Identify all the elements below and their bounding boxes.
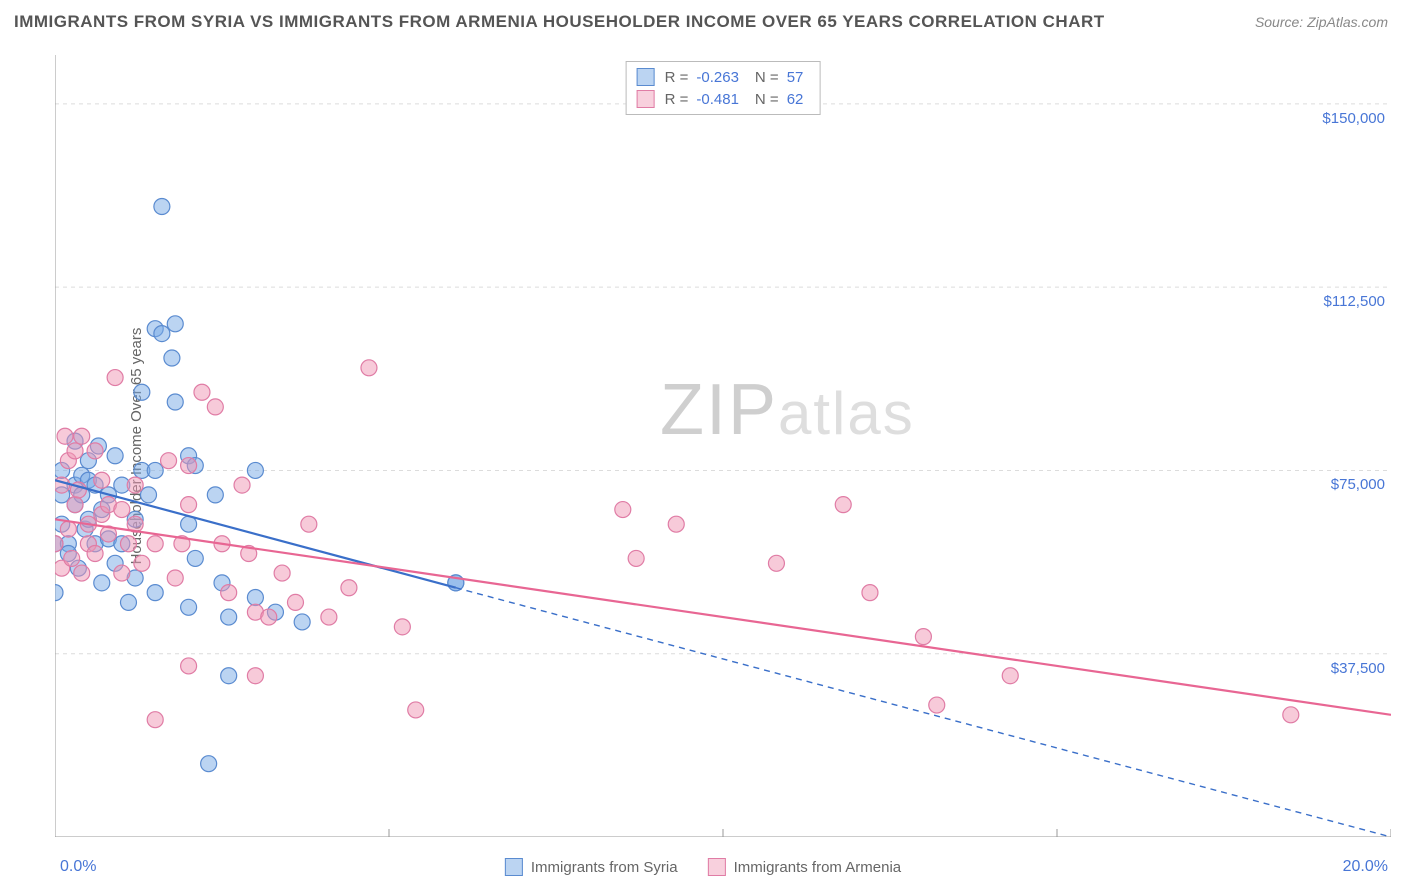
y-tick-label: $37,500 [1331, 660, 1385, 677]
swatch-pink-icon [708, 858, 726, 876]
r-value-armenia: -0.481 [696, 91, 739, 108]
legend-label: Immigrants from Armenia [734, 859, 902, 876]
stats-row-syria: R = -0.263 N = 57 [637, 66, 810, 88]
legend-item-armenia: Immigrants from Armenia [708, 858, 902, 876]
chart-container: IMMIGRANTS FROM SYRIA VS IMMIGRANTS FROM… [0, 0, 1406, 892]
plot-area: R = -0.263 N = 57 R = -0.481 N = 62 $37,… [55, 55, 1391, 837]
y-tick-label: $150,000 [1322, 110, 1385, 127]
n-value-armenia: 62 [787, 91, 804, 108]
x-min-label: 0.0% [60, 858, 96, 876]
r-value-syria: -0.263 [696, 69, 739, 86]
x-max-label: 20.0% [1343, 858, 1388, 876]
legend-item-syria: Immigrants from Syria [505, 858, 678, 876]
bottom-legend: Immigrants from Syria Immigrants from Ar… [505, 858, 901, 876]
r-label: R = [665, 69, 689, 86]
chart-title: IMMIGRANTS FROM SYRIA VS IMMIGRANTS FROM… [14, 12, 1105, 32]
n-value-syria: 57 [787, 69, 804, 86]
y-tick-label: $75,000 [1331, 476, 1385, 493]
stats-legend-box: R = -0.263 N = 57 R = -0.481 N = 62 [626, 61, 821, 115]
n-label: N = [755, 69, 779, 86]
stats-row-armenia: R = -0.481 N = 62 [637, 88, 810, 110]
n-label: N = [755, 91, 779, 108]
swatch-blue-icon [505, 858, 523, 876]
legend-label: Immigrants from Syria [531, 859, 678, 876]
swatch-blue-icon [637, 68, 655, 86]
swatch-pink-icon [637, 90, 655, 108]
x-axis-labels: 0.0% Immigrants from Syria Immigrants fr… [0, 846, 1406, 882]
y-tick-label: $112,500 [1324, 293, 1385, 310]
r-label: R = [665, 91, 689, 108]
scatter-svg [55, 55, 1391, 837]
source-label: Source: ZipAtlas.com [1255, 14, 1388, 30]
